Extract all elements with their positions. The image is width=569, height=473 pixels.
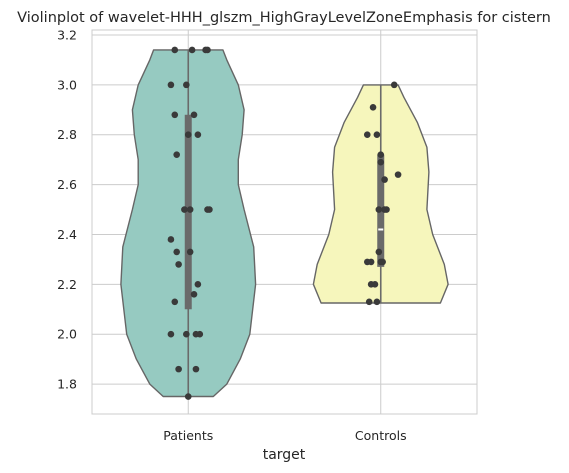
y-tick-label: 2.0 (57, 327, 77, 342)
y-tick-label: 1.8 (57, 377, 77, 392)
data-point (381, 176, 388, 183)
data-point (167, 236, 175, 243)
x-tick-label: Patients (163, 428, 213, 443)
data-point (188, 46, 196, 54)
data-point (190, 291, 198, 298)
data-point (171, 298, 179, 306)
data-point (373, 131, 381, 139)
data-point (181, 206, 188, 213)
data-point (175, 365, 182, 373)
data-point (183, 330, 190, 338)
data-point (192, 365, 200, 373)
data-point (171, 111, 179, 119)
x-tick-label: Controls (355, 428, 407, 443)
data-point (377, 151, 385, 158)
data-point (367, 258, 375, 266)
data-point (196, 330, 204, 338)
y-tick-labels: 1.8 2.0 2.2 2.4 2.6 2.8 3.0 3.2 (57, 27, 77, 391)
y-tick-label: 2.6 (57, 177, 77, 192)
data-point (204, 46, 211, 54)
plot-frame (91, 29, 478, 415)
data-point (186, 206, 194, 213)
data-points (167, 46, 402, 400)
y-tick-label: 2.2 (57, 277, 77, 292)
data-point (173, 248, 180, 256)
y-tick-label: 2.8 (57, 127, 77, 142)
data-point (377, 158, 385, 166)
data-point (167, 81, 175, 89)
data-point (194, 131, 202, 139)
data-point (171, 46, 179, 54)
data-point (369, 103, 377, 111)
data-point (167, 330, 175, 338)
data-point (394, 171, 402, 178)
data-point (375, 206, 383, 213)
data-point (373, 298, 381, 306)
data-point (371, 281, 379, 288)
data-point (184, 131, 192, 139)
data-point (383, 206, 390, 213)
y-tick-label: 3.0 (57, 77, 77, 92)
data-point (190, 111, 198, 119)
data-point (375, 248, 383, 256)
violins (120, 49, 449, 398)
data-point (379, 258, 386, 266)
median-marker-controls (378, 228, 384, 231)
data-point (183, 81, 190, 89)
y-tick-label: 3.2 (57, 27, 77, 42)
data-point (194, 281, 202, 288)
data-point (390, 81, 398, 89)
data-point (184, 393, 192, 400)
data-point (206, 206, 213, 213)
data-point (365, 298, 373, 306)
data-point (186, 248, 194, 256)
data-point (363, 131, 371, 139)
data-point (175, 261, 182, 268)
x-tick-labels: Patients Controls (163, 428, 406, 443)
data-point (173, 151, 180, 158)
y-tick-label: 2.4 (57, 227, 77, 242)
x-axis-label: target (263, 447, 306, 463)
chart-title: Violinplot of wavelet-HHH_glszm_HighGray… (17, 10, 551, 26)
